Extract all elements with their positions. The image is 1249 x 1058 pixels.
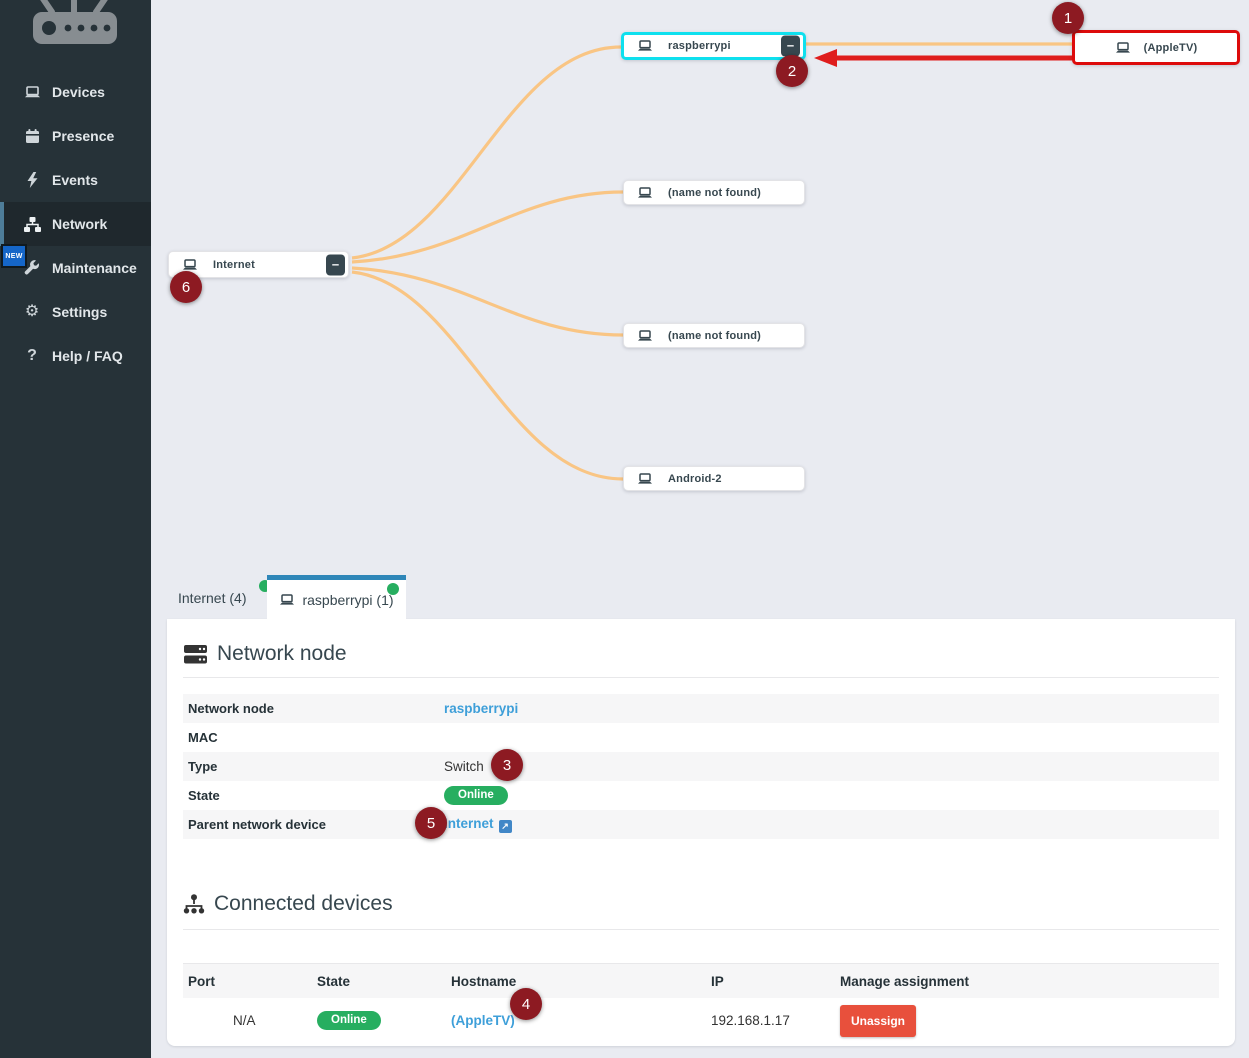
sidebar-nav: Devices Presence Events Network Maintena… [0, 70, 151, 378]
connected-devices-header-row: Port State Hostname IP Manage assignment [183, 964, 1219, 998]
sidebar-item-maintenance[interactable]: Maintenance [0, 246, 151, 290]
tab-label: raspberrypi (1) [302, 592, 394, 608]
link-internet-unknown2 [351, 266, 624, 337]
network-icon [22, 216, 42, 232]
node-name-not-found-2[interactable]: (name not found) [623, 323, 805, 348]
sidebar-item-label: Maintenance [52, 260, 137, 276]
annotation-marker-4: 4 [510, 988, 542, 1020]
online-status-badge: Online [317, 1010, 381, 1031]
ip-value: 192.168.1.17 [711, 1013, 790, 1028]
laptop-icon [637, 472, 653, 485]
network-topology-canvas[interactable]: Internet – raspberrypi – (name not found… [151, 0, 1249, 575]
wrench-icon [22, 260, 42, 276]
parent-internet-link[interactable]: Internet [444, 816, 494, 831]
external-link-icon[interactable]: ↗ [498, 820, 512, 833]
node-detail-panel: Network node Network node raspberrypi MA… [167, 619, 1235, 1046]
node-label: (AppleTV) [1143, 41, 1198, 54]
laptop-icon [279, 594, 295, 606]
sidebar-item-label: Devices [52, 84, 105, 100]
router-logo-icon [30, 0, 120, 53]
sidebar-item-settings[interactable]: ⚙ Settings [0, 290, 151, 334]
detail-row-type: Type Switch [183, 752, 1219, 781]
gear-icon: ⚙ [24, 303, 40, 320]
tab-internet[interactable]: Internet (4) [167, 575, 279, 620]
unassign-button[interactable]: Unassign [840, 1004, 917, 1037]
detail-row-state: State Online [183, 781, 1219, 810]
sidebar-item-events[interactable]: Events [0, 158, 151, 202]
sidebar-item-label: Events [52, 172, 98, 188]
annotation-marker-6: 6 [170, 271, 202, 303]
collapse-node-button[interactable]: – [781, 35, 800, 57]
network-node-detail-table: Network node raspberrypi MAC Type Switch… [183, 694, 1219, 839]
annotation-marker-1: 1 [1052, 2, 1084, 34]
topology-links [351, 42, 1072, 481]
detail-row-mac: MAC [188, 730, 218, 745]
link-internet-unknown1 [351, 190, 624, 264]
laptop-icon [637, 40, 653, 52]
connected-device-row: N/A Online (AppleTV) 192.168.1.17 Unassi… [183, 998, 1219, 1043]
node-internet[interactable]: Internet – [168, 251, 349, 278]
server-stack-icon [183, 644, 208, 665]
node-label: (name not found) [668, 329, 762, 342]
node-label: Android-2 [668, 472, 722, 485]
sidebar-item-label: Network [52, 216, 108, 232]
network-node-section-title: Network node [183, 639, 1219, 669]
annotation-marker-5: 5 [415, 807, 447, 839]
annotation-marker-2: 2 [776, 55, 808, 87]
sidebar-item-help[interactable]: ? Help / FAQ [0, 334, 151, 378]
link-internet-android2 [351, 270, 624, 481]
sidebar-item-label: Presence [52, 128, 115, 144]
link-internet-raspberrypi [351, 45, 622, 260]
laptop-icon [1115, 41, 1131, 54]
sidebar-item-network[interactable]: Network [0, 202, 151, 246]
detail-row-parent: Parent network device Internet ↗ [183, 810, 1219, 839]
node-detail-tabbar: Internet (4) raspberrypi (1) [151, 575, 1249, 620]
online-status-badge: Online [444, 785, 508, 806]
collapse-node-button[interactable]: – [326, 254, 345, 275]
calendar-icon [22, 128, 42, 144]
node-raspberrypi[interactable]: raspberrypi – [621, 32, 806, 60]
question-icon: ? [27, 347, 37, 364]
node-android-2[interactable]: Android-2 [623, 466, 805, 491]
sidebar: Devices Presence Events Network Maintena… [0, 0, 151, 1058]
node-label: Internet [213, 258, 255, 271]
tab-raspberrypi[interactable]: raspberrypi (1) [267, 575, 406, 620]
connected-devices-section-title: Connected devices [183, 889, 1219, 919]
node-appletv[interactable]: (AppleTV) [1072, 30, 1240, 65]
sidebar-item-label: Help / FAQ [52, 348, 123, 364]
sidebar-item-presence[interactable]: Presence [0, 114, 151, 158]
lightning-icon [22, 172, 42, 188]
raspberrypi-link[interactable]: raspberrypi [444, 701, 519, 716]
laptop-icon [182, 258, 198, 271]
online-dot-icon [387, 583, 399, 595]
node-label: raspberrypi [668, 40, 731, 52]
detail-row-network-node: Network node raspberrypi [183, 694, 1219, 723]
laptop-icon [637, 329, 653, 342]
tab-label: Internet (4) [178, 590, 247, 606]
tree-icon [183, 894, 205, 914]
sidebar-item-devices[interactable]: Devices [0, 70, 151, 114]
appletv-link[interactable]: (AppleTV) [451, 1013, 515, 1028]
annotation-marker-3: 3 [491, 749, 523, 781]
node-label: (name not found) [668, 186, 762, 199]
laptop-icon [22, 85, 42, 99]
new-feature-badge: NEW [1, 244, 27, 268]
annotation-arrow [814, 49, 1072, 67]
port-value: N/A [233, 1013, 256, 1028]
sidebar-item-label: Settings [52, 304, 108, 320]
node-name-not-found-1[interactable]: (name not found) [623, 180, 805, 205]
laptop-icon [637, 186, 653, 199]
connected-devices-table: Port State Hostname IP Manage assignment… [183, 963, 1219, 1043]
